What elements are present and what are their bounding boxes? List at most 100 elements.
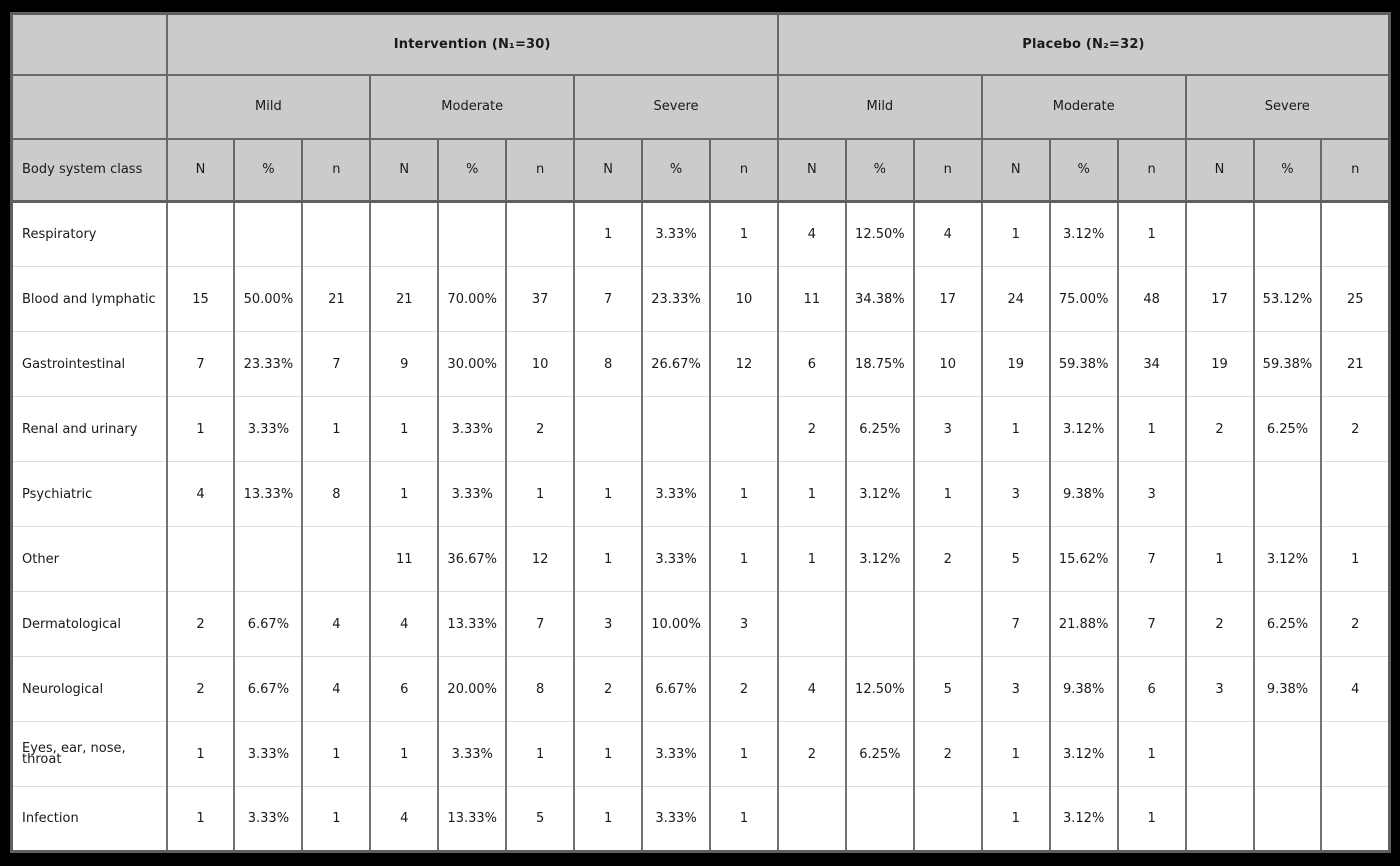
value-cell: 36.67% xyxy=(437,526,508,592)
value-cell: 1 xyxy=(709,786,779,853)
value-cell: 23.33% xyxy=(641,266,711,332)
value-cell: 1 xyxy=(776,461,847,527)
stat-header-N: N xyxy=(369,137,440,203)
value-cell: 20.00% xyxy=(437,656,508,722)
value-cell: 3.33% xyxy=(641,526,711,592)
stat-header-pct: % xyxy=(641,137,711,203)
value-cell: 1 xyxy=(1116,396,1187,462)
value-cell: 1 xyxy=(1116,786,1187,853)
value-cell: 1 xyxy=(1116,201,1187,267)
value-cell: 7 xyxy=(1116,526,1187,592)
value-cell: 6.25% xyxy=(1252,396,1323,462)
row-label: Gastrointestinal xyxy=(10,331,168,397)
value-cell xyxy=(1320,201,1391,267)
stat-header-pct: % xyxy=(1048,137,1119,203)
severity-header-moderate: Moderate xyxy=(369,73,576,140)
value-cell: 2 xyxy=(1320,591,1391,657)
value-cell xyxy=(437,201,508,267)
group-header-row: Intervention (N₁=30) Placebo (N₂=32) xyxy=(10,12,1391,76)
value-cell: 13.33% xyxy=(437,591,508,657)
value-cell: 19 xyxy=(980,331,1051,397)
corner-cell xyxy=(10,12,168,76)
value-cell xyxy=(233,201,304,267)
value-cell: 34.38% xyxy=(844,266,915,332)
value-cell: 1 xyxy=(709,461,779,527)
value-cell xyxy=(505,201,576,267)
value-cell xyxy=(709,396,779,462)
stat-header-pct: % xyxy=(844,137,915,203)
value-cell: 3.33% xyxy=(641,201,711,267)
row-label: Eyes, ear, nose, throat xyxy=(10,721,168,787)
value-cell: 5 xyxy=(505,786,576,853)
value-cell xyxy=(1252,721,1323,787)
value-cell: 75.00% xyxy=(1048,266,1119,332)
value-cell: 1 xyxy=(980,396,1051,462)
value-cell xyxy=(1252,786,1323,853)
value-cell: 21 xyxy=(1320,331,1391,397)
value-cell: 9.38% xyxy=(1252,656,1323,722)
table-header: Intervention (N₁=30) Placebo (N₂=32) Mil… xyxy=(10,12,1391,203)
value-cell: 7 xyxy=(1116,591,1187,657)
value-cell: 15 xyxy=(165,266,236,332)
value-cell: 2 xyxy=(165,591,236,657)
value-cell: 25 xyxy=(1320,266,1391,332)
table-row: Respiratory 1 3.33% 1 4 12.50% 4 1 3.12% 1 xyxy=(10,201,1391,267)
stat-header-N: N xyxy=(1184,137,1255,203)
value-cell: 1 xyxy=(980,786,1051,853)
value-cell: 10 xyxy=(709,266,779,332)
value-cell: 3.12% xyxy=(1048,786,1119,853)
table-row: Psychiatric 4 13.33% 8 1 3.33% 1 1 3.33% 1 1 3.12% 1… xyxy=(10,461,1391,527)
value-cell: 4 xyxy=(369,786,440,853)
value-cell: 3.33% xyxy=(437,721,508,787)
stat-header-n: n xyxy=(301,137,372,203)
value-cell: 3.12% xyxy=(844,526,915,592)
value-cell: 6.25% xyxy=(844,396,915,462)
severity-header-mild: Mild xyxy=(776,73,983,140)
value-cell: 4 xyxy=(776,201,847,267)
value-cell xyxy=(301,526,372,592)
value-cell: 3 xyxy=(980,461,1051,527)
value-cell: 4 xyxy=(912,201,983,267)
value-cell: 2 xyxy=(573,656,644,722)
value-cell: 59.38% xyxy=(1252,331,1323,397)
value-cell: 26.67% xyxy=(641,331,711,397)
table-row: Infection 1 3.33% 1 4 13.33% 5 1 3.33% 1 1 3.12% 1 xyxy=(10,786,1391,853)
value-cell: 3.33% xyxy=(641,461,711,527)
value-cell: 1 xyxy=(165,786,236,853)
value-cell: 21.88% xyxy=(1048,591,1119,657)
value-cell: 1 xyxy=(301,396,372,462)
row-label: Renal and urinary xyxy=(10,396,168,462)
value-cell: 2 xyxy=(776,396,847,462)
value-cell: 1 xyxy=(709,721,779,787)
severity-header-moderate: Moderate xyxy=(980,73,1187,140)
severity-header-mild: Mild xyxy=(165,73,372,140)
table-row: Gastrointestinal 7 23.33% 7 9 30.00% 10 8 26.67%… xyxy=(10,331,1391,397)
value-cell: 30.00% xyxy=(437,331,508,397)
stat-header-row: Body system class N % n N % n N % n N % … xyxy=(10,137,1391,203)
value-cell: 1 xyxy=(369,461,440,527)
value-cell: 3.33% xyxy=(437,461,508,527)
value-cell: 1 xyxy=(980,201,1051,267)
value-cell: 3.12% xyxy=(1252,526,1323,592)
value-cell: 4 xyxy=(301,591,372,657)
value-cell: 6.67% xyxy=(641,656,711,722)
row-label: Other xyxy=(10,526,168,592)
value-cell: 3.33% xyxy=(233,721,304,787)
value-cell: 2 xyxy=(912,526,983,592)
table-body: Respiratory 1 3.33% 1 4 12.50% 4 1 3.12% 1 Blood a… xyxy=(10,201,1391,853)
value-cell: 17 xyxy=(912,266,983,332)
value-cell: 48 xyxy=(1116,266,1187,332)
value-cell: 1 xyxy=(776,526,847,592)
value-cell: 5 xyxy=(912,656,983,722)
value-cell: 9.38% xyxy=(1048,461,1119,527)
value-cell: 1 xyxy=(301,786,372,853)
value-cell: 21 xyxy=(301,266,372,332)
table-row: Dermatological 2 6.67% 4 4 13.33% 7 3 10.00% 3 7 21… xyxy=(10,591,1391,657)
value-cell: 1 xyxy=(165,721,236,787)
value-cell: 3 xyxy=(980,656,1051,722)
value-cell xyxy=(1252,201,1323,267)
stat-header-pct: % xyxy=(233,137,304,203)
value-cell: 11 xyxy=(776,266,847,332)
value-cell xyxy=(776,786,847,853)
value-cell xyxy=(1320,786,1391,853)
